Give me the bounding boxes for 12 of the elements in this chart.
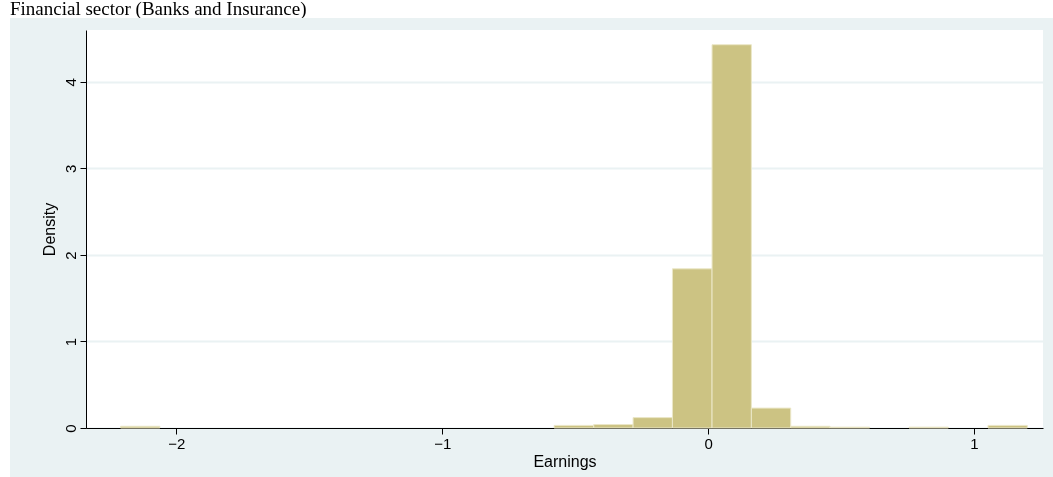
x-tick-label: 0 bbox=[704, 434, 713, 452]
x-tick-label: −1 bbox=[434, 434, 452, 452]
y-tick-label: 2 bbox=[61, 251, 79, 260]
chart-title: Financial sector (Banks and Insurance) bbox=[9, 0, 308, 19]
y-tick-label: 3 bbox=[61, 164, 79, 174]
x-tick-label: −2 bbox=[168, 434, 186, 452]
y-tick-label: 1 bbox=[61, 337, 79, 347]
x-axis-title: Earnings bbox=[533, 452, 597, 470]
y-tick-label: 4 bbox=[61, 78, 79, 87]
x-tick-label: 1 bbox=[970, 434, 979, 452]
y-axis-title: Density bbox=[40, 202, 58, 257]
y-tick-label: 0 bbox=[61, 424, 79, 433]
